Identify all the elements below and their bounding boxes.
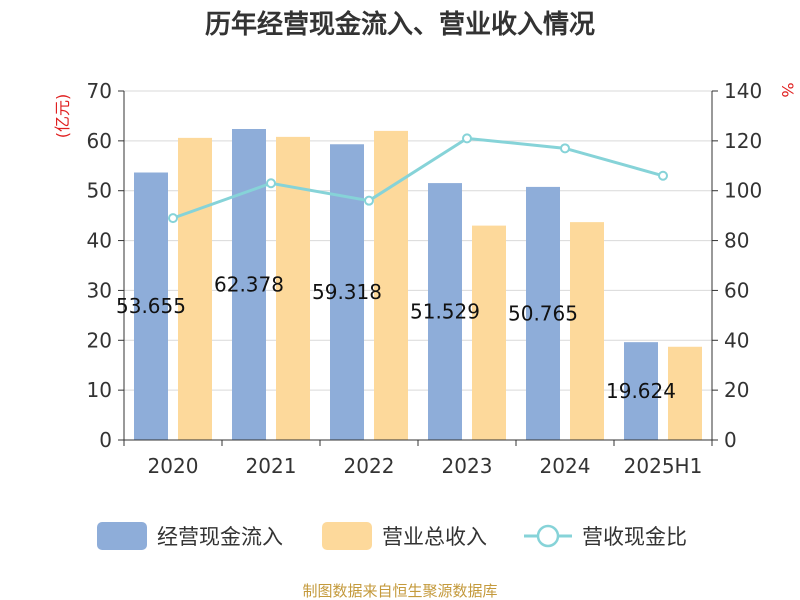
bar-cash-inflow [624,342,658,440]
axes [118,90,718,446]
legend-label: 经营现金流入 [157,525,283,549]
right-tick-label: 120 [724,129,762,153]
left-axis-unit: (亿元) [53,94,72,139]
ratio-point [658,170,668,181]
bar-revenue [374,130,408,440]
bar-revenue [570,222,604,440]
ratio-point [462,133,472,144]
bar-revenue [668,346,702,440]
left-tick-label: 20 [87,328,112,352]
legend: 经营现金流入 营业总收入 营收现金比 [97,522,687,550]
legend-marker [536,524,560,548]
left-tick-label: 10 [87,378,112,402]
bars [134,129,702,441]
ratio-line [168,133,668,224]
data-label: 51.529 [410,300,480,324]
bar-revenue [178,137,212,440]
data-label: 62.378 [214,273,284,297]
left-tick-label: 40 [87,229,112,253]
data-label: 53.655 [116,294,186,318]
right-tick-label: 80 [724,229,749,253]
bar-cash-inflow [526,186,560,440]
right-tick-label: 100 [724,179,762,203]
left-tick-label: 60 [87,129,112,153]
x-tick-label: 2023 [442,454,493,478]
right-tick-label: 40 [724,328,749,352]
bar-cash-inflow [232,129,266,441]
left-tick-label: 70 [87,79,112,103]
ratio-point [364,195,374,206]
ratio-line-path [172,136,664,220]
x-tick-label: 2021 [246,454,297,478]
gridlines [124,90,712,391]
ratio-point [266,178,276,189]
right-tick-label: 20 [724,378,749,402]
data-label: 19.624 [606,379,676,403]
x-tick-label: 2020 [148,454,199,478]
bar-cash-inflow [428,183,462,440]
chart-title: 历年经营现金流入、营业收入情况 [205,9,595,40]
bar-cash-inflow [134,172,168,440]
data-labels: 53.655 62.378 59.318 51.529 50.765 19.624 [116,273,676,404]
x-tick-label: 2022 [344,454,395,478]
right-tick-label: 0 [724,428,737,452]
source-note: 制图数据来自恒生聚源数据库 [302,582,497,600]
legend-label: 营业总收入 [382,525,487,549]
legend-swatch [97,522,147,550]
ratio-point [168,213,178,224]
left-tick-label: 0 [99,428,112,452]
bar-revenue [472,225,506,440]
legend-label: 营收现金比 [582,525,687,549]
tick-labels: 0 10 20 30 40 50 60 70 0 20 40 60 80 100 120 140 2020 202… [87,79,763,478]
left-tick-label: 30 [87,278,112,302]
x-tick-label: 2025H1 [624,454,703,478]
legend-swatch [322,522,372,550]
ratio-point [560,143,570,154]
x-tick-label: 2024 [540,454,591,478]
right-tick-label: 60 [724,278,749,302]
left-tick-label: 50 [87,179,112,203]
right-axis-unit: % [778,82,797,97]
right-tick-label: 140 [724,79,762,103]
data-label: 59.318 [312,280,382,304]
data-label: 50.765 [508,301,578,325]
